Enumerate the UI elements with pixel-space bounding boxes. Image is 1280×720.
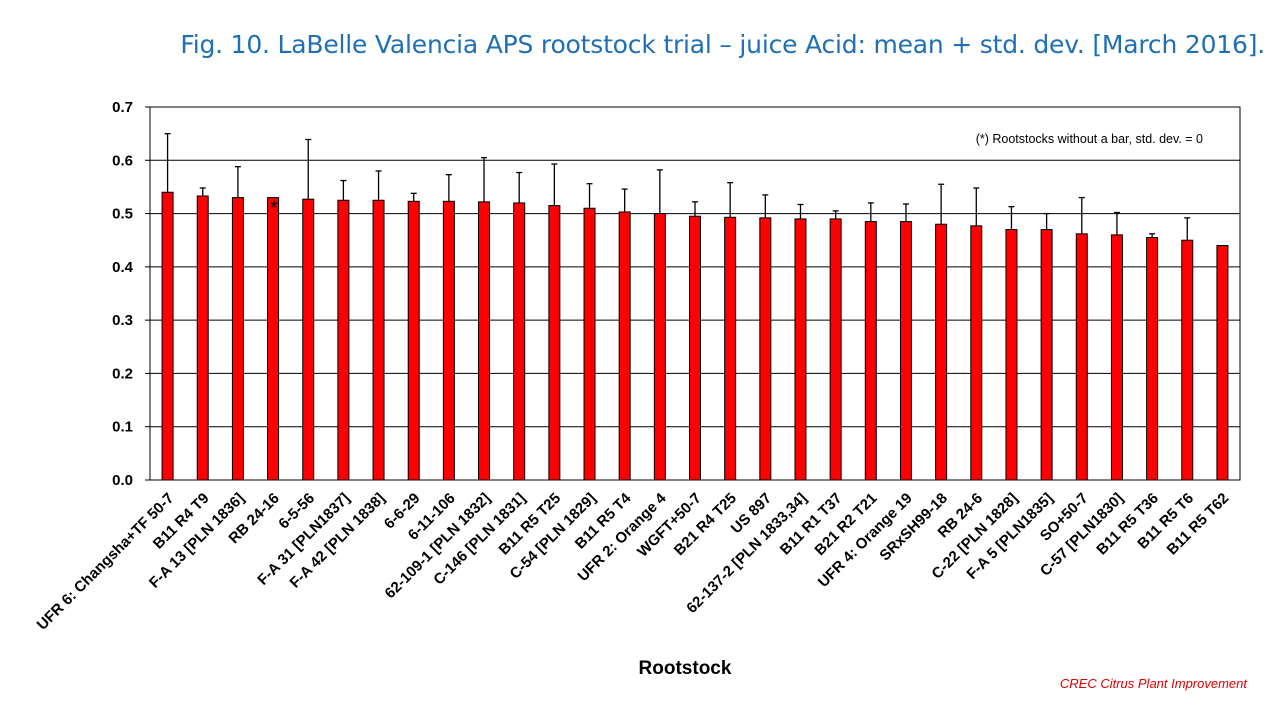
- y-tick-label: 0.1: [112, 419, 133, 436]
- bar: [161, 191, 174, 481]
- y-tick-label: 0.6: [112, 152, 133, 169]
- bar: [513, 202, 526, 481]
- bar: [1040, 229, 1053, 481]
- y-tick-label: 0.2: [112, 365, 133, 382]
- bar: [407, 200, 420, 481]
- bar: [548, 205, 561, 481]
- bar: [337, 199, 350, 481]
- bar: [372, 199, 385, 481]
- y-tick-label: 0.3: [112, 312, 133, 329]
- bar: [583, 207, 596, 481]
- std-dev-note: (*) Rootstocks without a bar, std. dev. …: [976, 132, 1203, 146]
- bar: [759, 217, 772, 481]
- plot-frame: [149, 106, 1241, 481]
- bar: [442, 200, 455, 481]
- bar: [267, 197, 280, 481]
- error-bars: [164, 132, 1191, 241]
- bars: [161, 191, 1229, 481]
- bar: [618, 211, 631, 481]
- bar: [794, 218, 807, 481]
- bar: [1146, 237, 1159, 481]
- zero-std-dev-marker: *: [270, 198, 278, 220]
- bar: [653, 213, 666, 481]
- bar: [689, 215, 701, 481]
- bar: [829, 218, 842, 481]
- y-axis-ticks: 0.0 0.1 0.2 0.3 0.4 0.5 0.6 0.7: [112, 99, 150, 489]
- bar: [724, 216, 737, 481]
- bar: [1216, 245, 1229, 481]
- bar: [899, 221, 912, 481]
- chart-title: Fig. 10. LaBelle Valencia APS rootstock …: [180, 30, 1265, 59]
- bar: [196, 195, 209, 481]
- x-tick-label: UFR 6: Changsha+TF 50-7: [34, 490, 178, 634]
- bar: [1075, 233, 1088, 481]
- bar: [1110, 234, 1123, 481]
- y-tick-label: 0.7: [112, 99, 133, 116]
- bar: [1005, 229, 1018, 481]
- y-tick-label: 0.5: [112, 206, 133, 223]
- y-tick-label: 0.4: [112, 259, 134, 276]
- bar: [864, 221, 877, 481]
- bar: [302, 198, 315, 481]
- y-tick-label: 0.0: [112, 472, 133, 489]
- x-axis-title: Rootstock: [639, 658, 732, 679]
- bar: [970, 225, 983, 481]
- bar: [1181, 239, 1194, 481]
- credit-text: CREC Citrus Plant Improvement: [1059, 676, 1247, 691]
- bar: [478, 201, 491, 481]
- bar: [231, 197, 244, 481]
- bar: [935, 223, 948, 481]
